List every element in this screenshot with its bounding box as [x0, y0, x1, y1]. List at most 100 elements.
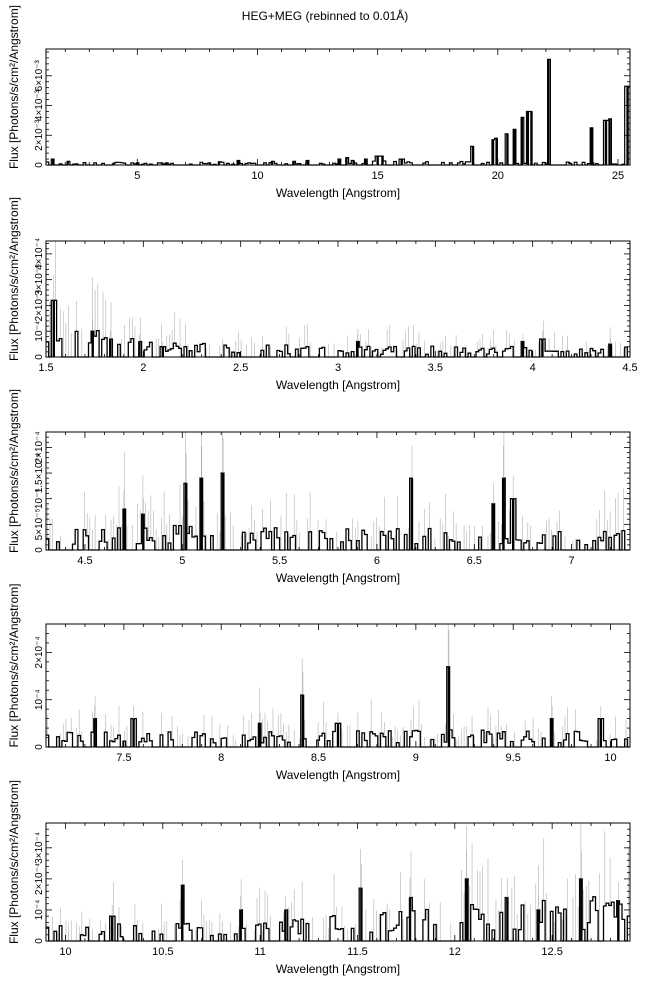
x-tick-label: 9.5 [506, 752, 521, 764]
emission-line [513, 129, 516, 165]
plot-frame [45, 822, 631, 942]
emission-line [495, 138, 498, 165]
emission-line [521, 341, 525, 357]
emission-line [301, 694, 305, 747]
y-tick-label: 2×10⁻³ [34, 119, 45, 151]
emission-line [93, 718, 96, 747]
emission-line [537, 909, 540, 941]
emission-line [492, 503, 495, 550]
spectrum-series [46, 665, 630, 748]
emission-line [580, 878, 583, 941]
emission-line [364, 159, 367, 165]
x-tick-label: 20 [492, 170, 504, 182]
x-tick-label: 1.5 [38, 362, 53, 374]
emission-line [408, 897, 412, 941]
x-tick-label: 10 [604, 752, 616, 764]
emission-line [110, 916, 114, 941]
emission-line [258, 723, 262, 747]
y-axis-label: Flux [Photons/s/cm²/Angstrom] [7, 197, 21, 361]
spectrum-series [46, 878, 630, 942]
x-tick-label: 4 [530, 362, 536, 374]
emission-line [410, 478, 414, 550]
emission-line [550, 718, 554, 747]
x-axis-label: Wavelength [Angstrom] [276, 378, 400, 392]
x-tick-label: 10.5 [152, 946, 173, 958]
emission-line [465, 878, 468, 941]
y-tick-label: 10⁻⁴ [34, 321, 45, 342]
x-tick-label: 8.5 [311, 752, 326, 764]
x-tick-label: 6.5 [467, 555, 482, 567]
y-tick-label: 0 [34, 354, 45, 360]
emission-line [217, 161, 221, 165]
x-tick-label: 4.5 [622, 362, 637, 374]
y-tick-label: 10⁻⁴ [34, 488, 45, 509]
emission-line [447, 666, 451, 747]
x-tick-label: 25 [612, 170, 624, 182]
y-tick-label: 4×10⁻³ [34, 89, 45, 121]
x-tick-label: 8 [218, 752, 224, 764]
y-tick-label: 0 [34, 547, 45, 553]
emission-line [66, 161, 69, 165]
y-tick-label: 0 [34, 744, 45, 750]
x-axis-label: Wavelength [Angstrom] [276, 768, 400, 782]
emission-line [52, 300, 55, 357]
x-tick-label: 12.5 [541, 946, 562, 958]
emission-line [345, 157, 348, 165]
emission-line [506, 133, 509, 165]
emission-line [338, 159, 341, 165]
y-tick-label: 2×10⁻⁴ [34, 431, 45, 463]
x-tick-label: 10 [59, 946, 71, 958]
plot-frame [45, 48, 631, 166]
emission-line [590, 127, 593, 165]
emission-line [530, 111, 533, 165]
emission-line [109, 338, 112, 357]
y-tick-label: 0 [34, 938, 45, 944]
x-tick-label: 4.5 [77, 555, 92, 567]
emission-line [381, 156, 384, 165]
x-tick-label: 2.5 [233, 362, 248, 374]
x-axis-label: Wavelength [Angstrom] [276, 962, 400, 976]
x-tick-label: 5 [134, 170, 140, 182]
y-tick-label: 2×10⁻⁴ [34, 289, 45, 321]
x-tick-label: 11 [254, 946, 265, 958]
y-tick-label: 4×10⁻⁴ [34, 238, 45, 270]
emission-line [237, 160, 240, 165]
x-tick-label: 2 [140, 362, 146, 374]
y-tick-label: 3×10⁻⁴ [34, 832, 45, 864]
x-tick-label: 3 [335, 362, 341, 374]
emission-line [336, 723, 340, 747]
emission-line [122, 508, 126, 550]
emission-line [91, 331, 94, 357]
y-tick-label: 3×10⁻⁴ [34, 264, 45, 296]
x-tick-label: 11.5 [347, 946, 368, 958]
y-tick-label: 10⁻⁴ [34, 689, 45, 710]
spectrum-series [46, 472, 630, 551]
x-tick-label: 9 [413, 752, 419, 764]
x-axis-label: Wavelength [Angstrom] [276, 186, 400, 200]
emission-line [506, 897, 509, 941]
emission-line [161, 346, 164, 357]
emission-line [360, 888, 363, 941]
x-tick-label: 5 [179, 555, 185, 567]
emission-line [200, 478, 203, 550]
emission-line [181, 885, 184, 941]
y-tick-label: 1.5×10⁻⁴ [34, 453, 45, 493]
emission-line [526, 111, 530, 165]
x-tick-label: 3.5 [428, 362, 443, 374]
emission-line [520, 117, 524, 165]
figure-title: HEG+MEG (rebinned to 0.01Å) [241, 9, 409, 23]
emission-line [617, 900, 620, 941]
x-tick-label: 15 [372, 170, 384, 182]
emission-line [512, 498, 515, 550]
y-tick-label: 2×10⁻⁴ [34, 636, 45, 668]
x-axis-label: Wavelength [Angstrom] [276, 571, 400, 585]
emission-line [547, 59, 550, 165]
emission-line [284, 909, 287, 941]
emission-line [270, 161, 274, 165]
emission-line [52, 159, 55, 165]
emission-line [132, 718, 135, 747]
emission-line [608, 118, 611, 165]
y-tick-label: 10⁻⁴ [34, 900, 45, 921]
plot-frame [45, 431, 631, 551]
